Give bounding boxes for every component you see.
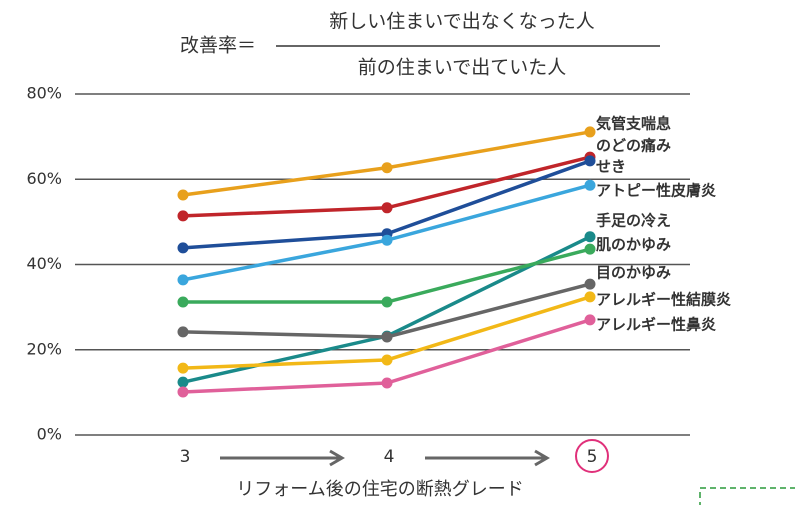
data-point <box>381 331 393 343</box>
series-label: せき <box>596 158 626 176</box>
data-point <box>381 354 393 366</box>
series-label: アトピー性皮膚炎 <box>596 182 716 200</box>
y-tick-label: 60% <box>26 169 62 188</box>
formula-numerator: 新しい住まいで出なくなった人 <box>329 11 594 33</box>
data-point <box>584 231 596 243</box>
x-tick-label: 5 <box>587 447 598 467</box>
arrows <box>220 449 550 467</box>
data-point <box>177 362 189 374</box>
formula-denominator: 前の住まいで出ていた人 <box>358 57 566 79</box>
data-point <box>584 314 596 326</box>
series-label: 気管支喘息 <box>596 115 671 133</box>
data-point <box>584 278 596 290</box>
note-box <box>699 487 795 505</box>
data-point <box>381 296 393 308</box>
series-line <box>182 282 591 339</box>
series-label: のどの痛み <box>596 137 671 155</box>
series-label: 肌のかゆみ <box>596 236 671 254</box>
data-point <box>381 377 393 389</box>
data-point <box>177 296 189 308</box>
data-point <box>584 291 596 303</box>
y-tick-label: 40% <box>26 254 62 273</box>
y-tick-label: 20% <box>26 339 62 358</box>
data-point <box>177 326 189 338</box>
x-axis-label: リフォーム後の住宅の断熱グレード <box>236 479 523 500</box>
data-point <box>584 243 596 255</box>
series-label: 手足の冷え <box>596 212 671 230</box>
data-point <box>584 155 596 167</box>
series-label: 目のかゆみ <box>596 264 671 282</box>
x-tick-label: 4 <box>384 447 395 467</box>
data-point <box>381 162 393 174</box>
data-point <box>177 386 189 398</box>
data-point <box>381 202 393 214</box>
x-tick-label: 3 <box>180 447 191 467</box>
formula-prefix: 改善率＝ <box>180 35 256 57</box>
data-point <box>177 376 189 388</box>
data-point <box>177 210 189 222</box>
data-point <box>584 126 596 138</box>
data-point <box>584 179 596 191</box>
series-line <box>183 247 591 304</box>
series-label: アレルギー性鼻炎 <box>596 316 716 334</box>
highlight-circle <box>575 439 609 473</box>
y-tick-label: 0% <box>37 425 62 444</box>
data-point <box>177 189 189 201</box>
data-point <box>177 274 189 286</box>
y-tick-label: 80% <box>26 84 62 103</box>
data-point <box>381 234 393 246</box>
data-point <box>177 242 189 254</box>
series-label: アレルギー性結膜炎 <box>596 291 731 309</box>
